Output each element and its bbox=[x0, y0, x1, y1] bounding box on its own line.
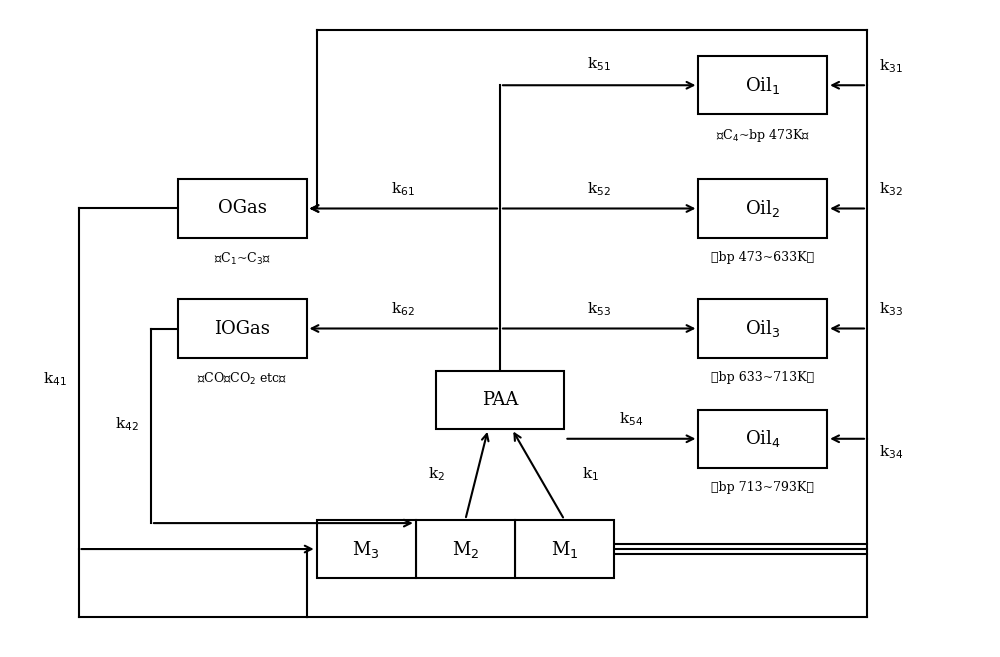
Text: IOGas: IOGas bbox=[214, 319, 270, 338]
Text: M$_3$: M$_3$ bbox=[352, 539, 380, 560]
Bar bbox=[698, 179, 827, 238]
Text: k$_{52}$: k$_{52}$ bbox=[587, 180, 611, 198]
Bar bbox=[698, 300, 827, 357]
Text: Oil$_4$: Oil$_4$ bbox=[745, 428, 781, 449]
Text: k$_{33}$: k$_{33}$ bbox=[879, 300, 903, 318]
Text: Oil$_3$: Oil$_3$ bbox=[745, 318, 780, 339]
Bar bbox=[416, 520, 515, 578]
Bar bbox=[698, 409, 827, 468]
Bar bbox=[515, 520, 614, 578]
Text: PAA: PAA bbox=[482, 391, 518, 409]
Text: Oil$_2$: Oil$_2$ bbox=[745, 198, 780, 219]
Text: k$_{61}$: k$_{61}$ bbox=[391, 180, 415, 198]
Text: k$_{32}$: k$_{32}$ bbox=[879, 180, 903, 198]
Text: （C$_1$~C$_3$）: （C$_1$~C$_3$） bbox=[214, 251, 271, 267]
Text: Oil$_1$: Oil$_1$ bbox=[745, 75, 780, 96]
Text: k$_{41}$: k$_{41}$ bbox=[43, 370, 67, 388]
Text: OGas: OGas bbox=[218, 200, 267, 217]
Bar bbox=[178, 300, 307, 357]
Text: k$_{42}$: k$_{42}$ bbox=[115, 415, 139, 433]
Text: （bp 473~633K）: （bp 473~633K） bbox=[711, 251, 814, 263]
Text: （bp 713~793K）: （bp 713~793K） bbox=[711, 481, 814, 494]
Text: k$_{34}$: k$_{34}$ bbox=[879, 443, 903, 461]
Bar bbox=[317, 520, 416, 578]
Text: k$_{53}$: k$_{53}$ bbox=[587, 300, 611, 318]
Text: k$_{54}$: k$_{54}$ bbox=[619, 411, 644, 428]
Text: （CO、CO$_2$ etc）: （CO、CO$_2$ etc） bbox=[197, 371, 287, 387]
Text: （bp 633~713K）: （bp 633~713K） bbox=[711, 371, 814, 384]
Text: （C$_4$~bp 473K）: （C$_4$~bp 473K） bbox=[716, 127, 810, 145]
Text: k$_{62}$: k$_{62}$ bbox=[391, 300, 415, 318]
Text: k$_{51}$: k$_{51}$ bbox=[587, 56, 611, 74]
Text: M$_2$: M$_2$ bbox=[452, 539, 479, 560]
Text: k$_2$: k$_2$ bbox=[428, 466, 445, 484]
Text: k$_{31}$: k$_{31}$ bbox=[879, 57, 903, 75]
Bar bbox=[698, 56, 827, 114]
Text: M$_1$: M$_1$ bbox=[551, 539, 578, 560]
Bar bbox=[436, 371, 564, 429]
Text: k$_1$: k$_1$ bbox=[582, 466, 599, 484]
Bar bbox=[178, 179, 307, 238]
